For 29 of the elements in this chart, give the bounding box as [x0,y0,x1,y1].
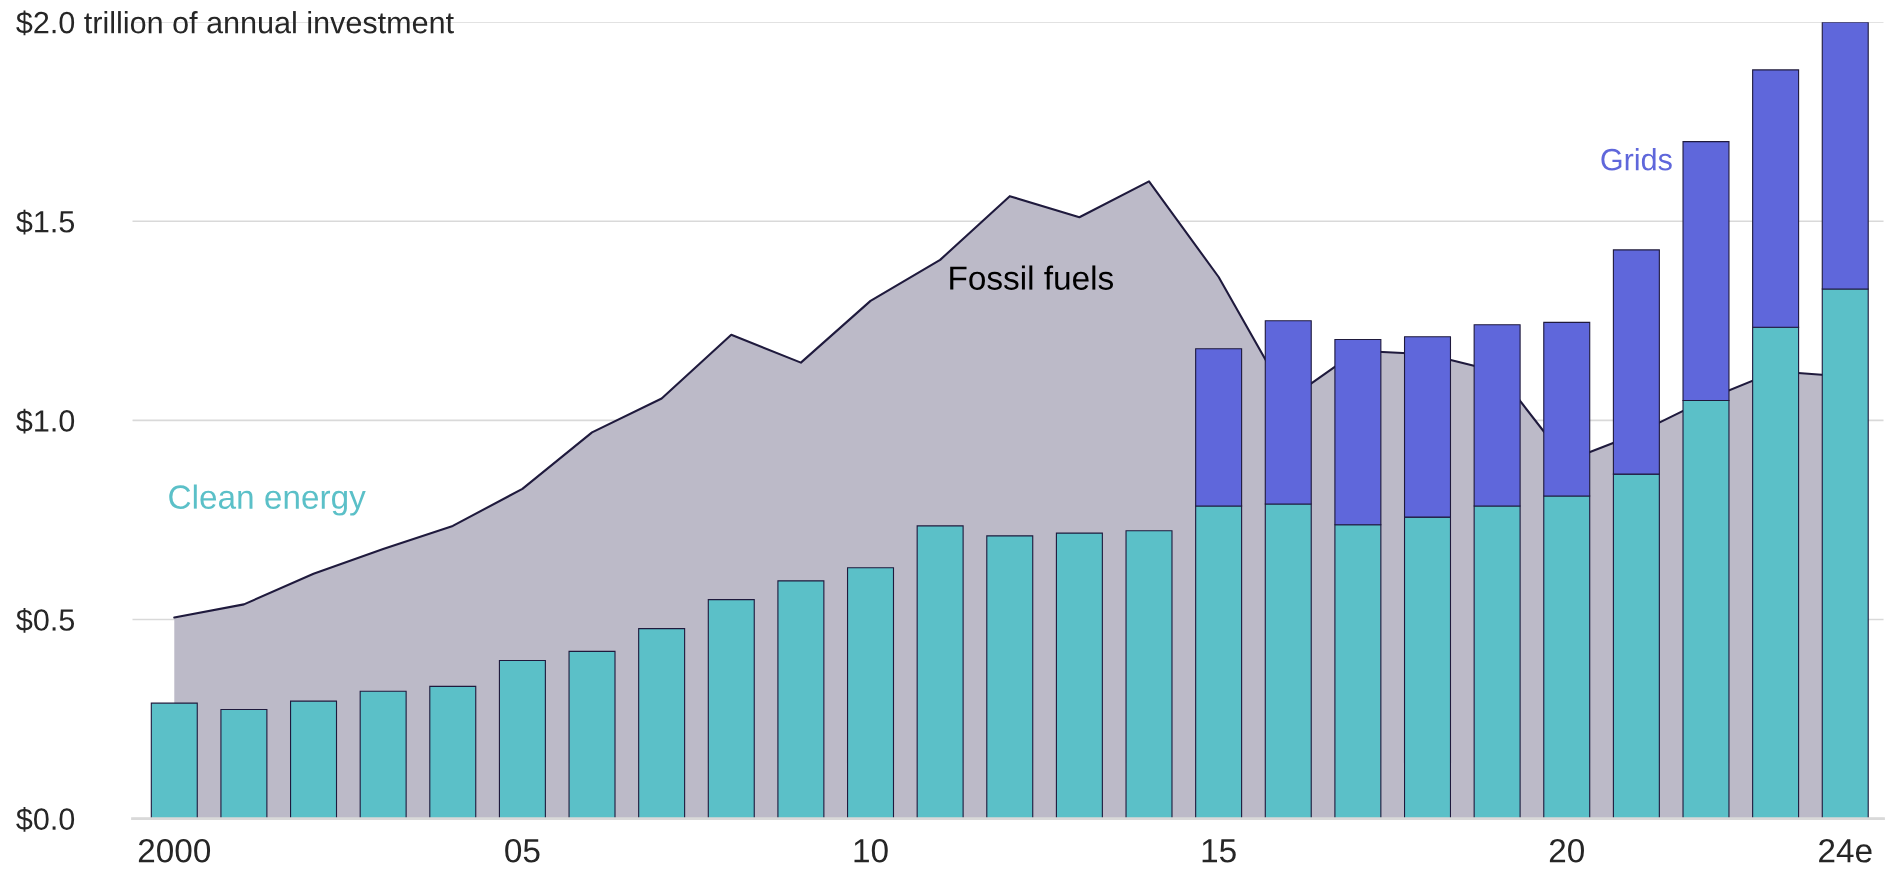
y-tick-label: $1.5 [16,209,75,235]
bar [289,700,338,819]
bar [359,690,407,819]
x-tick-label: 20 [1549,838,1584,863]
x-tick-label: 05 [505,838,540,863]
x-tick-label: 2000 [138,838,211,863]
x-tick-label: 10 [854,838,888,863]
bar [1055,532,1103,819]
bar [220,708,268,819]
bar [986,535,1034,819]
bar [498,659,546,819]
bar [1125,530,1173,819]
x-tick-label: 24e [1819,838,1872,863]
bar [777,580,825,819]
y-tick-label: $2.0 trillion of annual investment [16,10,454,36]
series-label: Grids [1601,148,1672,171]
bar [846,567,895,819]
x-tick-label: 15 [1202,839,1236,863]
text: Clean energy [169,484,366,516]
bar [568,650,616,819]
bar [916,525,964,819]
bar [150,702,198,819]
series-label: Fossil fuels [950,265,1113,290]
bar [638,628,686,819]
y-tick-label: $0.5 [16,607,75,633]
y-tick-label: $0.0 [16,807,75,832]
bar [429,685,477,819]
y-tick-label: $1.0 [16,408,75,434]
bar [707,599,755,819]
